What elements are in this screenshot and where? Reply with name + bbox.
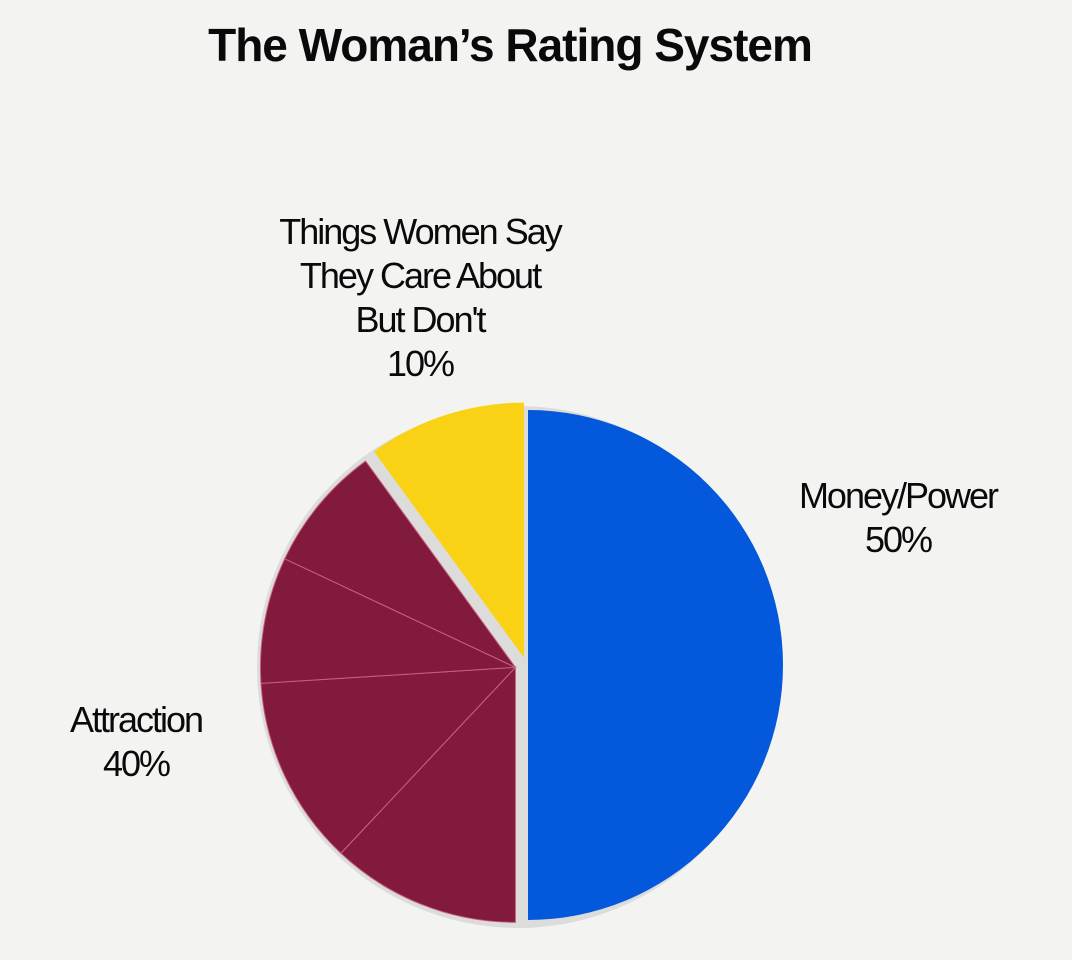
pie-slice-things-wedge [374,402,524,658]
pie-slice-things [374,402,524,658]
slice-label-things-line-3: But Don't [355,299,487,340]
slice-label-things: Things Women Say They Care About But Don… [270,210,570,386]
pie-slice-attraction-part-3 [259,558,516,684]
slice-label-money-name: Money/Power [798,475,999,516]
slice-label-things-line-1: Things Women Say [279,211,562,252]
slice-label-attraction-percent: 40% [102,743,171,784]
pie-slice-attraction-part-1 [340,666,516,923]
slice-label-attraction: Attraction 40% [0,698,286,786]
slice-label-things-percent: 10% [386,343,455,384]
pie-slice-attraction-part-4 [284,460,516,668]
pie-slice-attraction-part-2 [260,666,517,854]
pie-slice-money-wedge [528,410,783,920]
pie-slice-money [528,410,783,920]
slice-label-money: Money/Power 50% [748,474,1048,562]
pie-slice-attraction [259,460,517,923]
chart-title: The Woman’s Rating System [208,19,813,71]
slice-label-money-percent: 50% [864,519,933,560]
slice-label-things-line-2: They Care About [299,255,542,296]
slice-label-attraction-name: Attraction [69,699,204,740]
